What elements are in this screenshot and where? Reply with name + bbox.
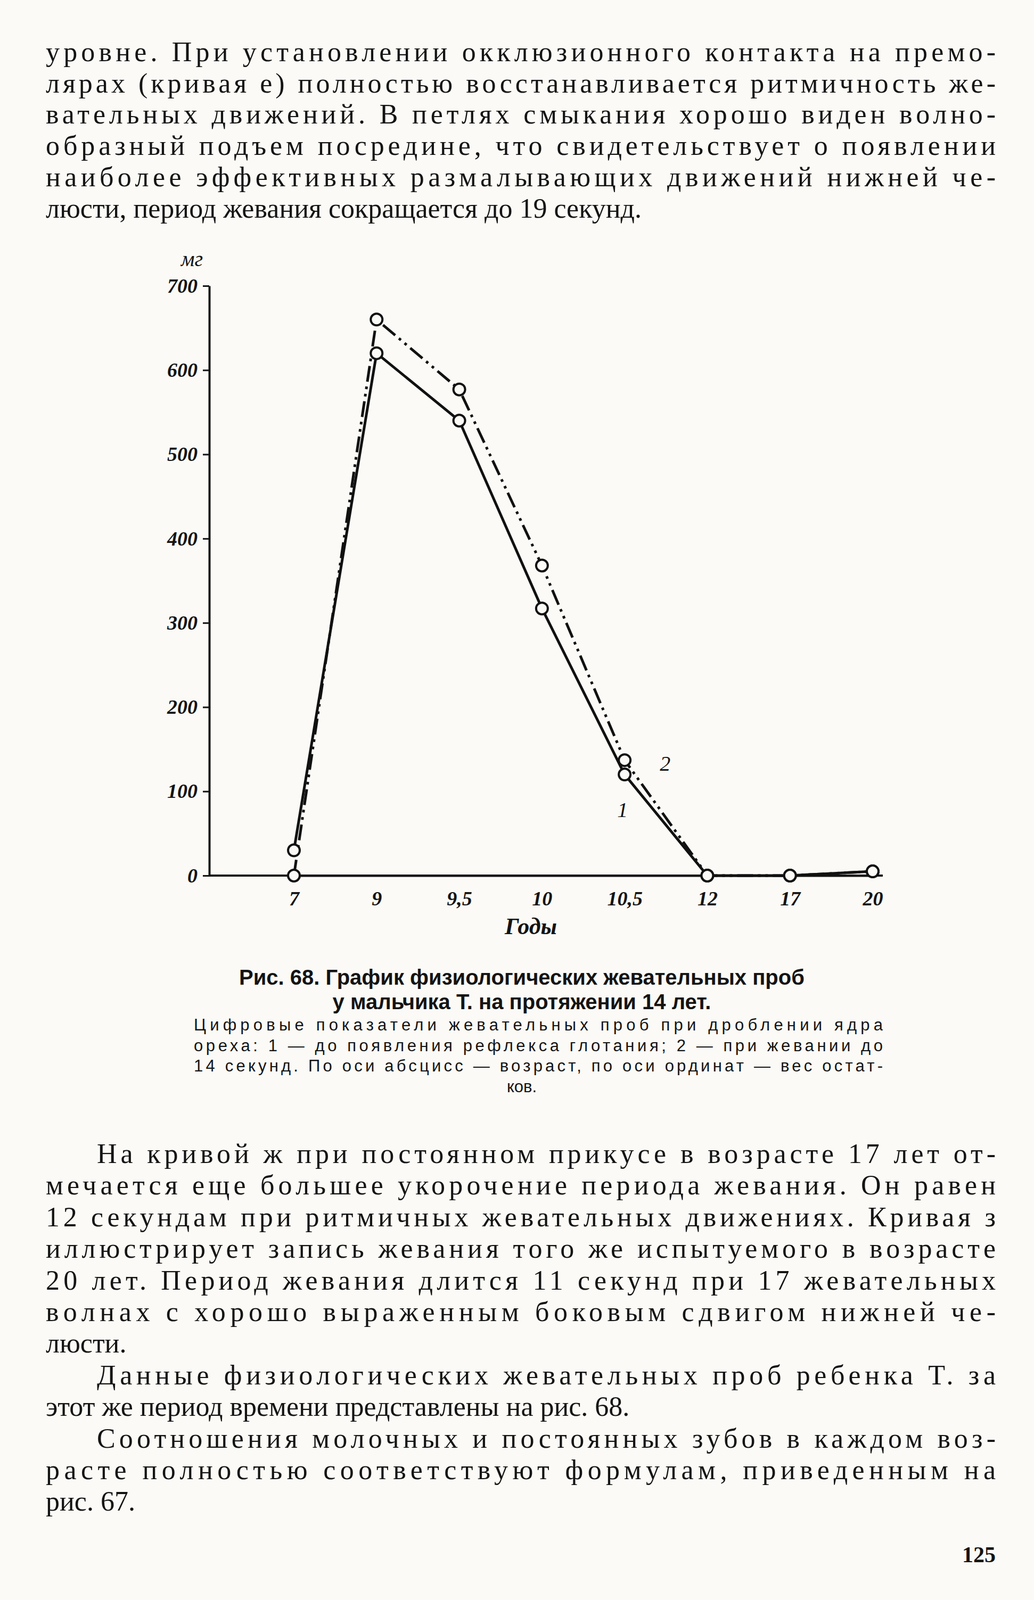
text-line: наиболее эффективных размалывающих движе… [45,161,996,193]
y-tick-mark [202,454,210,456]
text-bottom: На кривой ж при постоянном прикусе в воз… [45,1138,996,1517]
text-line: образный подъем посредине, что свидетель… [45,130,996,161]
y-tick: 500 [167,442,210,466]
caption-note: 14 секунд. По оси абсцисс — возраст, по … [193,1056,883,1076]
y-tick: 600 [167,358,210,382]
point [370,347,383,360]
point [288,844,300,857]
x-tick-label: 12 [697,887,718,910]
chart: 0100200300400500600700799,51010,5121720м… [166,247,884,940]
x-tick-label: 10 [531,887,553,910]
y-tick: 400 [166,527,210,551]
y-tick-mark [202,285,210,287]
x-axis-title: Годы [504,913,557,940]
caption-title: у мальчика Т. на протяжении 14 лет. [332,990,712,1014]
y-tick-mark [202,369,210,372]
plot-area [288,313,879,882]
x-tick: 10 [531,875,553,910]
y-tick: 0 [187,864,210,888]
series-label: 1 [617,798,628,823]
x-tick: 9 [371,875,382,910]
point [536,560,548,572]
x-tick-label: 10,5 [606,887,643,910]
series-line [293,353,873,876]
caption: Рис. 68. График физиологических жеватель… [193,965,884,1097]
point [453,414,466,427]
y-tick-mark [202,706,210,709]
point [701,870,713,882]
x-tick: 9,5 [446,875,473,910]
text-line: вательных движений. В петлях смыкания хо… [45,99,996,130]
series-label: 2 [659,751,671,776]
y-tick-label: 200 [166,695,198,719]
y-tick-mark [202,875,210,877]
y-axis-title: мг [179,247,203,272]
x-tick: 10,5 [606,875,643,910]
y-tick: 700 [167,274,210,298]
point [618,768,631,781]
point [701,870,713,882]
text-line: люсти, период жевания сокращается до 19 … [45,193,642,224]
y-axis-line [208,286,211,877]
point [784,870,796,882]
y-tick: 100 [167,780,210,803]
y-tick-label: 600 [167,358,198,382]
text-line: люсти. [45,1328,127,1359]
caption-note: Цифровые показатели жевательных проб при… [193,1015,884,1035]
text-line: расте полностью соответствуют формулам, … [45,1455,996,1486]
x-tick-label: 7 [289,887,301,910]
y-tick-mark [202,538,210,540]
y-tick: 300 [166,611,210,635]
page-background [0,0,1034,1600]
text-line: 20 лет. Период жевания длится 11 секунд … [45,1265,996,1296]
x-tick-label: 20 [862,887,884,910]
text-line: рис. 67. [45,1486,136,1517]
point [866,865,879,878]
point [288,870,300,882]
text-line: На кривой ж при постоянном прикусе в воз… [96,1138,996,1170]
text-line: мечается еще большее укорочение периода … [45,1170,996,1201]
text-line: 12 секундам при ритмичных жевательных дв… [45,1202,996,1233]
x-tick-label: 9 [371,887,382,910]
y-tick-label: 700 [167,274,198,298]
text-line: этот же период времени представлены на р… [45,1391,630,1423]
point [453,383,466,396]
page-number: 125 [962,1543,996,1568]
text-line: Соотношения молочных и постоянных зубов … [96,1423,996,1455]
text-line: уровне. При установлении окклюзионного к… [45,36,996,68]
y-tick-label: 0 [187,864,198,888]
y-tick: 200 [166,695,210,719]
x-tick-label: 17 [780,887,802,910]
y-tick-mark [202,622,210,625]
y-tick-label: 500 [167,442,198,466]
series-line [293,319,873,876]
page: уровне. При установлении окклюзионного к… [0,0,1034,1600]
text-line: Данные физиологических жевательных проб … [96,1360,996,1391]
text-line: иллюстрирует запись жевания того же испы… [45,1233,996,1265]
text-line: лярах (кривая е) полностью восстанавлива… [45,68,996,100]
caption-note: ореха: 1 — до появления рефлекса глотани… [193,1036,883,1056]
y-tick-mark [202,791,210,793]
x-tick: 20 [862,875,884,910]
y-tick-label: 400 [166,527,198,551]
point [866,865,879,878]
text-line: волнах с хорошо выраженным боковым сдвиг… [45,1297,996,1328]
caption-title: Рис. 68. График физиологических жеватель… [239,965,805,990]
caption-note: ков. [506,1077,537,1097]
point [784,870,796,882]
point [536,602,548,615]
text-top: уровне. При установлении окклюзионного к… [45,36,996,224]
point [370,313,383,326]
x-tick-label: 9,5 [446,887,473,910]
point [618,754,631,767]
y-tick-label: 300 [166,611,198,635]
y-axis: 0 100 200 300 400 500 600 700 [166,274,210,888]
y-tick-label: 100 [167,780,198,803]
